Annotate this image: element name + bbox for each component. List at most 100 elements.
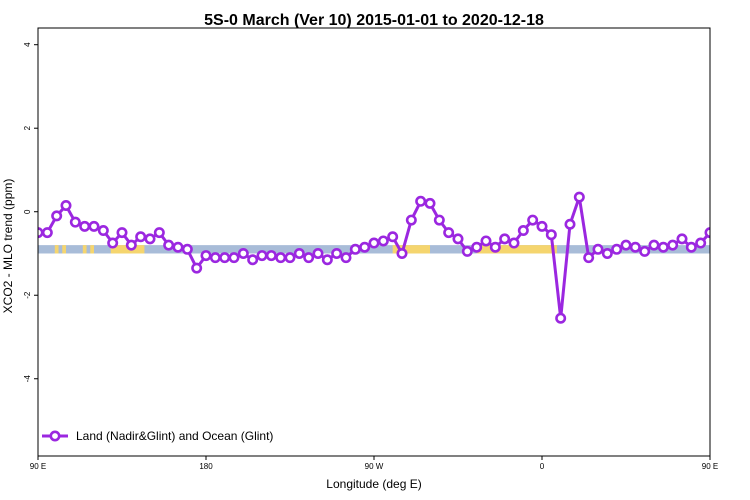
data-point bbox=[545, 229, 557, 241]
data-point bbox=[489, 241, 501, 253]
data-point bbox=[265, 250, 277, 262]
data-point bbox=[88, 220, 100, 232]
data-point bbox=[517, 225, 529, 237]
y-tick-label: 4 bbox=[23, 42, 32, 47]
data-point bbox=[676, 233, 688, 245]
data-point bbox=[247, 254, 259, 266]
x-tick-label: 180 bbox=[199, 462, 213, 471]
data-point bbox=[181, 243, 193, 255]
data-point bbox=[135, 231, 147, 243]
data-point bbox=[284, 252, 296, 264]
data-point bbox=[471, 241, 483, 253]
data-point bbox=[359, 241, 371, 253]
land-band-segment bbox=[54, 245, 59, 254]
data-point bbox=[153, 227, 165, 239]
data-point bbox=[219, 252, 231, 264]
legend-marker-swatch bbox=[49, 430, 61, 442]
data-point bbox=[191, 262, 203, 274]
land-band-segment bbox=[734, 245, 738, 253]
y-tick-label: 2 bbox=[23, 125, 32, 130]
data-point bbox=[209, 252, 221, 264]
data-point bbox=[424, 197, 436, 209]
land-band-segment bbox=[82, 245, 87, 254]
land-band-segment bbox=[62, 245, 66, 254]
data-point bbox=[256, 250, 268, 262]
data-point bbox=[685, 241, 697, 253]
data-point bbox=[657, 241, 669, 253]
data-point bbox=[60, 199, 72, 211]
x-axis-label: Longitude (deg E) bbox=[326, 477, 421, 491]
data-point bbox=[303, 252, 315, 264]
data-point bbox=[724, 212, 732, 220]
legend: Land (Nadir&Glint) and Ocean (Glint) bbox=[42, 429, 273, 443]
data-point bbox=[734, 201, 742, 209]
data-point bbox=[592, 243, 604, 255]
data-point bbox=[648, 239, 660, 251]
data-point bbox=[611, 243, 623, 255]
data-point bbox=[79, 220, 91, 232]
data-point bbox=[667, 239, 679, 251]
data-point bbox=[51, 210, 63, 222]
land-band-segment bbox=[392, 245, 430, 254]
x-tick-label: 0 bbox=[540, 462, 545, 471]
y-axis-label: XCO2 - MLO trend (ppm) bbox=[1, 179, 15, 314]
data-point bbox=[601, 247, 613, 259]
data-point bbox=[377, 235, 389, 247]
data-point bbox=[349, 243, 361, 255]
data-point bbox=[573, 191, 585, 203]
data-point bbox=[69, 216, 81, 228]
data-point bbox=[396, 247, 408, 259]
plot-area bbox=[38, 191, 750, 324]
legend-label: Land (Nadir&Glint) and Ocean (Glint) bbox=[76, 429, 273, 443]
data-point bbox=[293, 247, 305, 259]
data-point bbox=[743, 218, 750, 226]
data-point bbox=[312, 247, 324, 259]
data-point bbox=[237, 247, 249, 259]
ocean-band bbox=[38, 245, 710, 254]
data-point bbox=[443, 227, 455, 239]
data-point bbox=[583, 252, 595, 264]
y-tick-label: -4 bbox=[23, 375, 32, 383]
data-point bbox=[480, 235, 492, 247]
data-point bbox=[228, 252, 240, 264]
x-axis: 90 E 180 90 W 0 90 E bbox=[30, 456, 718, 471]
data-point bbox=[144, 233, 156, 245]
data-point bbox=[415, 195, 427, 207]
data-point bbox=[452, 233, 464, 245]
data-point bbox=[461, 245, 473, 257]
data-point bbox=[433, 214, 445, 226]
data-point bbox=[275, 252, 287, 264]
data-point bbox=[499, 233, 511, 245]
data-point bbox=[97, 225, 109, 237]
data-point bbox=[125, 239, 137, 251]
y-tick-label: 0 bbox=[23, 209, 32, 214]
data-point bbox=[405, 214, 417, 226]
data-point bbox=[564, 218, 576, 230]
data-point bbox=[639, 245, 651, 257]
data-point bbox=[41, 227, 53, 239]
data-point bbox=[172, 241, 184, 253]
x-tick-label: 90 E bbox=[30, 462, 46, 471]
data-point bbox=[116, 227, 128, 239]
y-axis: 4 2 0 -2 -4 bbox=[23, 42, 38, 382]
data-point bbox=[387, 231, 399, 243]
land-band-segment bbox=[476, 245, 557, 254]
data-point bbox=[620, 239, 632, 251]
data-point bbox=[508, 237, 520, 249]
x-tick-label: 90 W bbox=[365, 462, 384, 471]
x-tick-label: 90 E bbox=[702, 462, 718, 471]
land-band-segment bbox=[90, 245, 94, 254]
land-band-segment bbox=[727, 245, 731, 253]
data-point bbox=[555, 312, 567, 324]
y-tick-label: -2 bbox=[23, 291, 32, 299]
data-point bbox=[368, 237, 380, 249]
data-point bbox=[163, 239, 175, 251]
data-point bbox=[536, 220, 548, 232]
data-point bbox=[340, 252, 352, 264]
chart-title: 5S-0 March (Ver 10) 2015-01-01 to 2020-1… bbox=[204, 12, 544, 29]
data-point bbox=[321, 254, 333, 266]
data-point bbox=[331, 247, 343, 259]
data-point bbox=[200, 250, 212, 262]
data-point bbox=[107, 237, 119, 249]
